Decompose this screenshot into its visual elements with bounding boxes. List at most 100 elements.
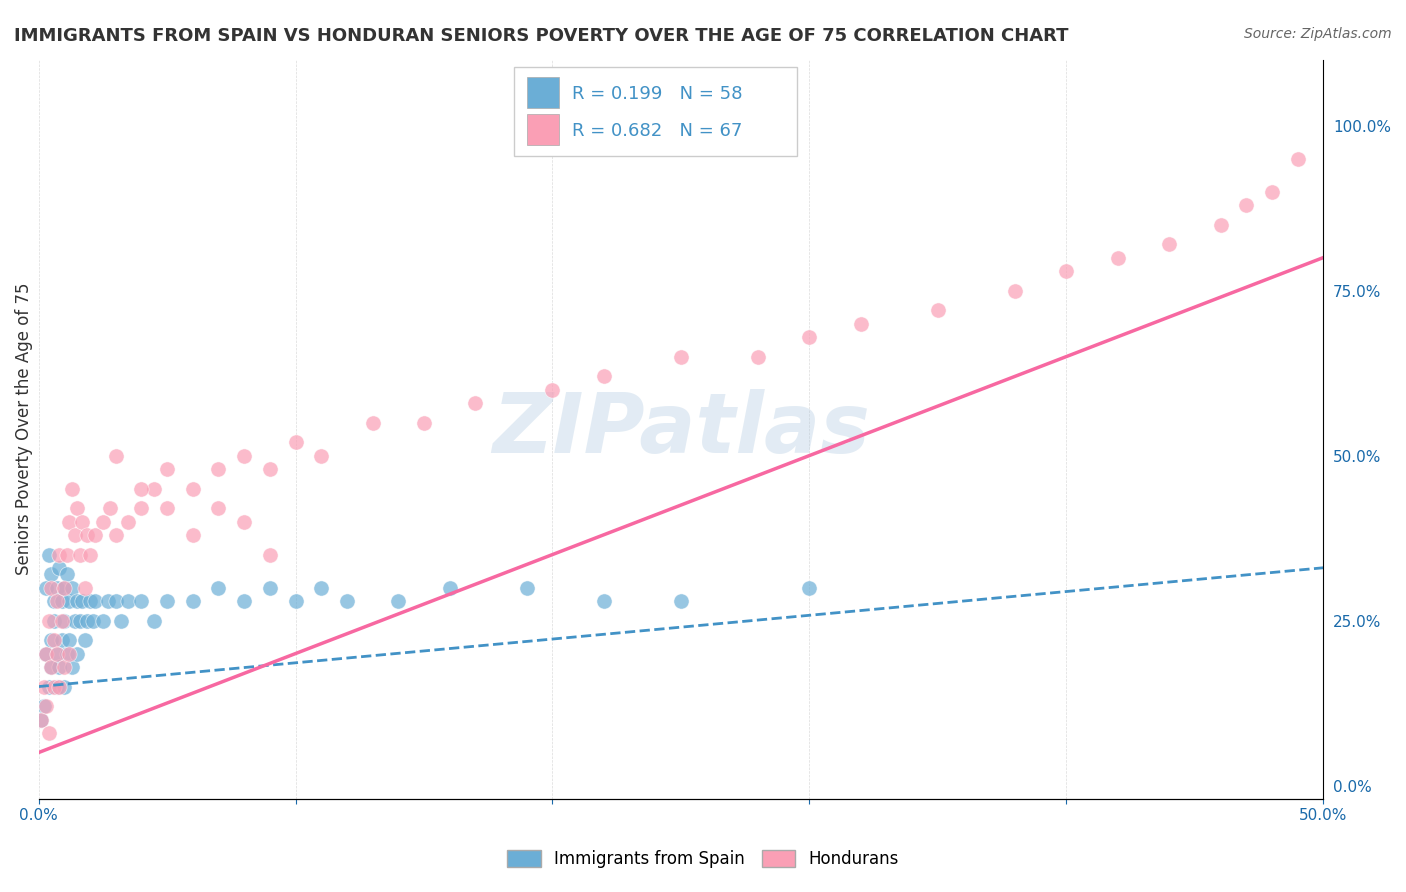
Point	[70, 515, 93, 529]
Point	[58, 647, 80, 661]
Point	[38, 548, 60, 562]
Point	[592, 369, 614, 384]
Point	[156, 501, 179, 516]
Point	[84, 594, 107, 608]
Point	[1234, 198, 1257, 212]
Point	[84, 528, 107, 542]
Point	[42, 633, 65, 648]
Point	[63, 528, 86, 542]
Point	[131, 594, 153, 608]
Text: IMMIGRANTS FROM SPAIN VS HONDURAN SENIORS POVERTY OVER THE AGE OF 75 CORRELATION: IMMIGRANTS FROM SPAIN VS HONDURAN SENIOR…	[14, 27, 1069, 45]
Point	[1004, 284, 1026, 298]
Point	[284, 594, 307, 608]
Point	[30, 713, 52, 727]
Point	[97, 594, 120, 608]
Point	[592, 594, 614, 608]
Point	[233, 515, 256, 529]
Point	[181, 528, 204, 542]
Point	[60, 659, 83, 673]
Point	[79, 548, 101, 562]
Point	[66, 647, 89, 661]
Text: R = 0.682   N = 67: R = 0.682 N = 67	[572, 122, 742, 140]
Point	[464, 396, 486, 410]
Point	[35, 699, 58, 714]
Point	[38, 680, 60, 694]
Point	[35, 647, 58, 661]
Point	[284, 435, 307, 450]
Point	[35, 647, 58, 661]
Point	[42, 680, 65, 694]
Point	[30, 713, 52, 727]
Point	[38, 614, 60, 628]
Point	[66, 501, 89, 516]
Point	[259, 548, 281, 562]
Point	[56, 548, 79, 562]
Legend: Immigrants from Spain, Hondurans: Immigrants from Spain, Hondurans	[501, 843, 905, 875]
Point	[1107, 251, 1129, 265]
Point	[181, 594, 204, 608]
Point	[131, 482, 153, 496]
Point	[669, 350, 692, 364]
Point	[60, 482, 83, 496]
Point	[41, 659, 63, 673]
Point	[143, 614, 166, 628]
Point	[53, 680, 76, 694]
Point	[58, 633, 80, 648]
Text: R = 0.199   N = 58: R = 0.199 N = 58	[572, 86, 742, 103]
Point	[1261, 185, 1284, 199]
Point	[53, 581, 76, 595]
Point	[41, 581, 63, 595]
Point	[413, 416, 436, 430]
Point	[58, 594, 80, 608]
Point	[45, 594, 67, 608]
Point	[1054, 264, 1077, 278]
Point	[76, 614, 98, 628]
Point	[207, 581, 229, 595]
Point	[53, 614, 76, 628]
Point	[309, 449, 332, 463]
Point	[143, 482, 166, 496]
Point	[79, 594, 101, 608]
Point	[233, 594, 256, 608]
Point	[117, 515, 139, 529]
Point	[42, 594, 65, 608]
Point	[53, 581, 76, 595]
Point	[233, 449, 256, 463]
Point	[516, 581, 538, 595]
FancyBboxPatch shape	[515, 67, 797, 156]
Point	[70, 594, 93, 608]
Text: Source: ZipAtlas.com: Source: ZipAtlas.com	[1244, 27, 1392, 41]
Point	[669, 594, 692, 608]
Point	[104, 594, 127, 608]
Point	[48, 680, 70, 694]
FancyBboxPatch shape	[527, 113, 558, 145]
Point	[309, 581, 332, 595]
Point	[439, 581, 461, 595]
Point	[387, 594, 409, 608]
Point	[45, 680, 67, 694]
Point	[58, 515, 80, 529]
Point	[66, 594, 89, 608]
Point	[51, 633, 73, 648]
Point	[45, 647, 67, 661]
Point	[849, 317, 872, 331]
Point	[927, 303, 949, 318]
Point	[100, 501, 122, 516]
Point	[32, 699, 55, 714]
Point	[104, 528, 127, 542]
Point	[110, 614, 132, 628]
Point	[207, 501, 229, 516]
Point	[747, 350, 769, 364]
Point	[259, 581, 281, 595]
Point	[63, 614, 86, 628]
Point	[41, 567, 63, 582]
Point	[156, 594, 179, 608]
Point	[73, 581, 96, 595]
Point	[41, 659, 63, 673]
Point	[1209, 218, 1232, 232]
Y-axis label: Seniors Poverty Over the Age of 75: Seniors Poverty Over the Age of 75	[15, 283, 32, 575]
Point	[799, 581, 821, 595]
Point	[799, 330, 821, 344]
Point	[181, 482, 204, 496]
Point	[361, 416, 384, 430]
